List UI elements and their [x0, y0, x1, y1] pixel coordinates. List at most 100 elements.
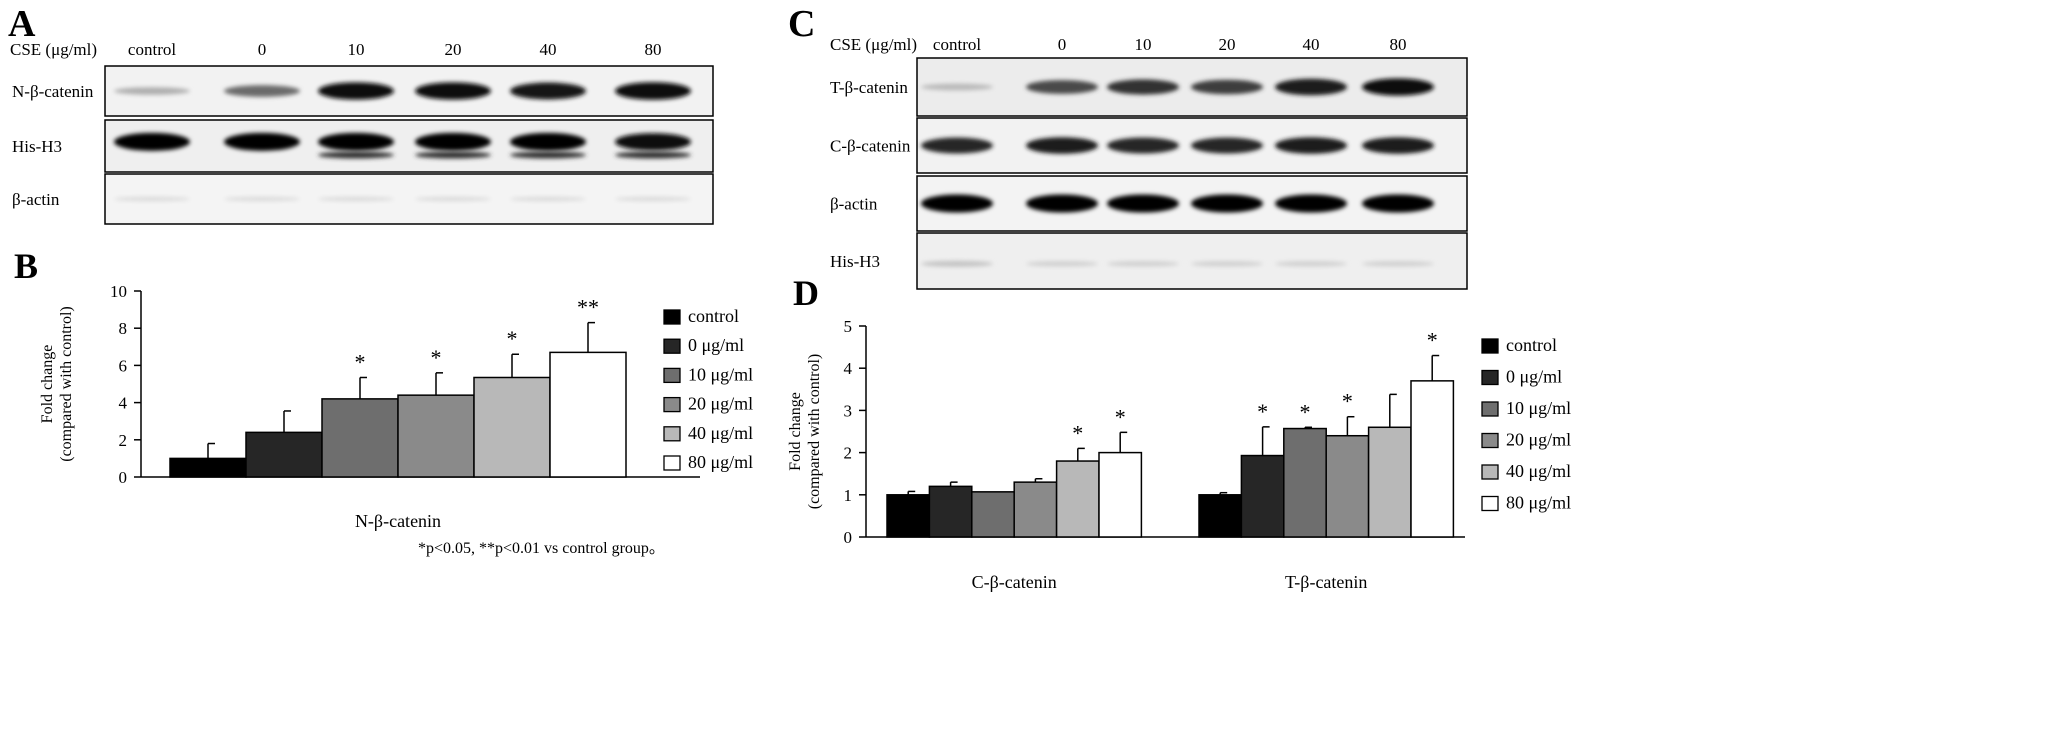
band — [1275, 261, 1347, 267]
lane-label: control — [128, 40, 176, 59]
band — [1107, 79, 1179, 95]
band — [1362, 137, 1434, 154]
band — [1026, 137, 1098, 154]
band — [510, 82, 586, 100]
panel-letter: B — [14, 246, 38, 286]
legend-label: control — [1506, 335, 1557, 355]
bar — [473, 376, 551, 478]
legend-swatch — [663, 455, 681, 471]
bar — [169, 457, 247, 478]
protein-label: β-actin — [12, 190, 60, 209]
blot-row: N-β-catenin — [12, 65, 714, 117]
band — [1191, 79, 1263, 95]
protein-label: T-β-catenin — [830, 78, 908, 97]
band — [1362, 261, 1434, 267]
band-smear — [318, 151, 394, 159]
band — [1362, 194, 1434, 213]
blot-row: His-H3 — [12, 119, 714, 173]
significance-mark: * — [1072, 420, 1083, 445]
bar-chart-D: D 0 1 2 3 4 5 Fold change (compared with control… — [787, 273, 1571, 592]
category-label: N-β-catenin — [355, 511, 441, 531]
band — [1362, 78, 1434, 96]
significance-mark: * — [1427, 328, 1438, 353]
band — [318, 132, 394, 151]
legend-label: 0 μg/ml — [1506, 367, 1562, 387]
band — [224, 85, 300, 97]
bar — [397, 394, 475, 478]
y-axis-label-line: Fold change — [39, 345, 56, 424]
lane-label: 40 — [540, 40, 557, 59]
blot-membrane — [916, 232, 1468, 290]
band — [1026, 261, 1098, 267]
blot-row: His-H3 — [830, 232, 1468, 290]
bar — [1410, 380, 1455, 538]
lane-label: 80 — [645, 40, 662, 59]
protein-label: C-β-catenin — [830, 137, 911, 156]
protein-label: β-actin — [830, 195, 878, 214]
band — [1107, 137, 1179, 154]
legend-swatch — [1481, 401, 1499, 417]
band — [1191, 137, 1263, 154]
y-tick-label: 2 — [844, 444, 853, 463]
legend-swatch — [663, 338, 681, 354]
y-axis-label-line: Fold change — [787, 392, 804, 471]
blot-membrane — [104, 65, 714, 117]
category-label: C-β-catenin — [972, 572, 1057, 592]
legend-label: 0 μg/ml — [688, 335, 744, 355]
bar — [321, 398, 399, 478]
legend-swatch — [1481, 495, 1499, 512]
legend-swatch — [1481, 369, 1499, 386]
footnote: *p<0.05, **p<0.01 vs control group。 — [418, 540, 665, 557]
band — [1026, 80, 1098, 94]
panel-letter: D — [793, 273, 819, 313]
lane-label: 10 — [1135, 35, 1152, 54]
legend-swatch — [663, 367, 681, 384]
y-tick-label: 0 — [119, 468, 128, 487]
blot-row: C-β-catenin — [830, 117, 1468, 174]
band — [114, 196, 190, 202]
y-tick-label: 10 — [110, 282, 127, 301]
bar — [1013, 481, 1058, 538]
bar — [245, 431, 323, 478]
legend-label: 20 μg/ml — [1506, 430, 1571, 450]
band-smear — [615, 151, 691, 159]
lane-label: 0 — [1058, 35, 1067, 54]
bar — [1367, 426, 1412, 538]
band — [114, 132, 190, 151]
y-tick-label: 4 — [119, 394, 128, 413]
band — [510, 196, 586, 202]
significance-mark: ** — [577, 295, 599, 320]
lane-label: control — [933, 35, 981, 54]
band — [615, 196, 691, 202]
cse-label: CSE (μg/ml) — [10, 40, 97, 59]
legend-label: control — [688, 306, 739, 326]
legend-label: 40 μg/ml — [688, 423, 753, 443]
y-axis-label: Fold change (compared with control) — [39, 306, 75, 462]
category-label: T-β-catenin — [1285, 572, 1367, 592]
band — [415, 82, 491, 100]
legend-label: 20 μg/ml — [688, 394, 753, 414]
band — [921, 194, 993, 213]
band — [615, 133, 691, 151]
legend-swatch — [1481, 464, 1499, 480]
legend-label: 10 μg/ml — [688, 364, 753, 384]
band — [1191, 261, 1263, 267]
band — [921, 137, 993, 154]
bar — [886, 494, 931, 538]
blot-panel-C: C CSE (μg/ml) control 0 10 20 40 80 T-β-catenin C… — [788, 3, 1468, 290]
protein-label: His-H3 — [830, 252, 880, 271]
legend-label: 10 μg/ml — [1506, 398, 1571, 418]
y-tick-label: 2 — [119, 431, 128, 450]
blot-row: β-actin — [12, 173, 714, 225]
y-tick-label: 8 — [119, 319, 128, 338]
band — [1026, 194, 1098, 213]
lane-label: 10 — [348, 40, 365, 59]
bar — [1098, 451, 1143, 538]
lane-label: 80 — [1390, 35, 1407, 54]
band-smear — [510, 151, 586, 159]
band-smear — [415, 151, 491, 159]
bar — [1055, 460, 1100, 538]
legend-label: 40 μg/ml — [1506, 461, 1571, 481]
